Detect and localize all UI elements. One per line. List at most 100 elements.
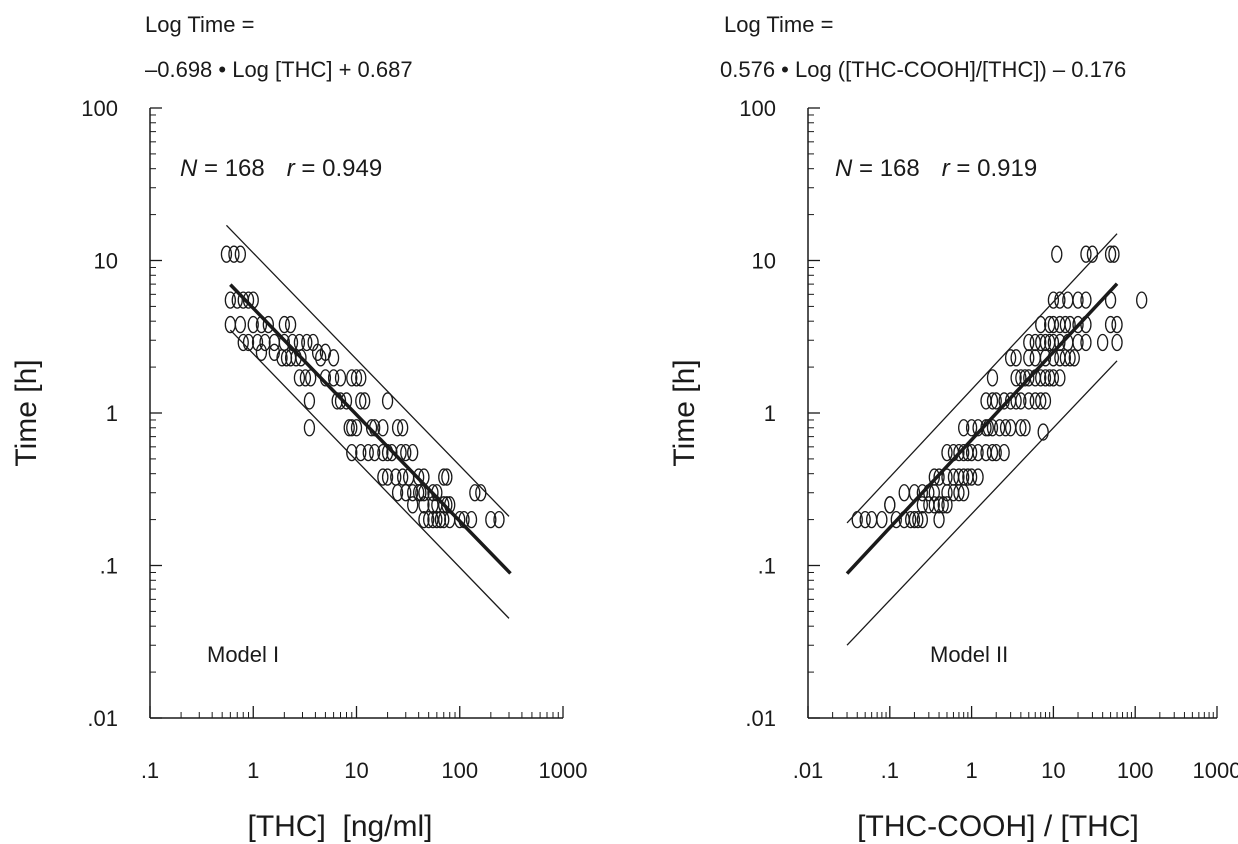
right-data-point [999,419,1012,437]
right-data-point [953,443,965,462]
left-data-point [438,468,450,486]
right-data-point [1051,245,1063,263]
left-y-tick-label: 1 [106,401,118,426]
right-y-tick-label: .01 [745,706,776,731]
right-data-point [1039,333,1052,352]
right-data-point [1111,315,1123,334]
left-data-point [234,315,247,334]
right-data-point [1037,423,1049,441]
left-r-symbol: r [287,155,296,182]
left-x-tick-label: 100 [441,758,478,783]
left-data-point [434,510,447,529]
left-data-point [355,443,367,462]
right-data-point [1059,315,1072,334]
left-data-point [268,343,280,361]
left-x-tick-label: .1 [141,758,159,783]
right-data-point [993,419,1006,437]
right-x-tick-label: 10 [1041,758,1065,783]
right-data-point [1019,419,1031,437]
right-data-point [972,468,984,486]
right-y-tick-label: 10 [752,249,776,274]
left-data-point [397,419,409,437]
right-data-point [1054,291,1066,309]
left-data-point [284,315,297,334]
right-data-point [986,369,999,387]
right-data-point [1054,333,1066,352]
right-data-point [1035,369,1047,387]
right-data-point [972,443,984,462]
right-data-point [1080,333,1092,352]
right-data-point [928,496,940,514]
left-data-point [391,484,404,502]
left-data-point [276,349,288,367]
right-data-point [941,484,953,502]
right-data-point [1035,315,1047,334]
right-data-point [1039,369,1052,387]
left-data-point [295,349,307,367]
right-data-point [1086,245,1099,263]
right-data-point [1080,291,1092,309]
left-data-point [493,510,505,529]
left-data-point [293,369,306,387]
right-n-value: = 168 [852,155,919,182]
left-data-point [381,392,394,410]
right-equation-line2: 0.576 • Log ([THC-COOH]/[THC]) – 0.176 [720,57,1127,82]
left-data-point [278,315,290,334]
right-data-point [916,484,929,502]
right-data-point [965,419,978,437]
left-data-point [369,443,381,462]
right-n-symbol: N [835,155,853,182]
left-data-point [386,443,398,462]
right-data-point [941,496,953,514]
right-data-point [941,443,953,462]
right-data-point [1072,333,1084,352]
right-x-tick-label: .1 [881,758,899,783]
left-equation-line2: –0.698 • Log [THC] + 0.687 [145,57,413,82]
left-data-point [475,484,487,502]
left-data-point [400,443,412,462]
right-equation-line1: Log Time = [724,12,834,37]
left-data-point [255,343,268,361]
right-data-point [933,496,945,514]
right-data-point [1010,369,1022,387]
right-data-point [851,510,863,529]
left-data-point [303,419,316,437]
left-data-point [311,343,324,361]
right-data-point [958,419,970,437]
right-data-point [1023,333,1035,352]
right-data-point [1108,245,1120,263]
left-data-point [441,468,453,486]
left-data-point [301,333,313,352]
left-n-value: = 168 [197,155,264,182]
right-data-point [916,496,929,514]
left-data-point [415,484,427,502]
right-data-point [876,510,888,529]
left-data-point [268,333,280,352]
left-data-point [469,484,481,502]
left-data-point [346,419,358,437]
left-data-point [262,315,274,334]
left-model-label: Model I [207,642,279,667]
left-chart: .01 .1 1 10 100 .1 1 10 100 1000 [THC] [ng/ml] Time… [10,96,587,843]
left-data-point [359,392,371,410]
left-data-point [377,419,389,437]
left-data-point [327,349,340,367]
right-r-symbol: r [942,155,951,182]
right-data-point [1035,392,1047,410]
right-x-tick-label: .01 [793,758,824,783]
left-data-point [391,419,404,437]
left-data-point [355,369,367,387]
right-data-point [990,392,1002,410]
left-data-point [427,510,439,529]
left-n-symbol: N [180,155,198,182]
right-data-point [1096,333,1109,352]
left-data-point [454,510,466,529]
left-y-tick-label: .1 [100,554,118,579]
right-x-tick-label: 1000 [1193,758,1238,783]
left-data-point [350,419,363,437]
left-data-point [343,419,355,437]
left-data-point [355,392,367,410]
right-y-tick-label: 1 [764,401,776,426]
left-data-point [242,333,255,352]
right-data-point [866,510,878,529]
